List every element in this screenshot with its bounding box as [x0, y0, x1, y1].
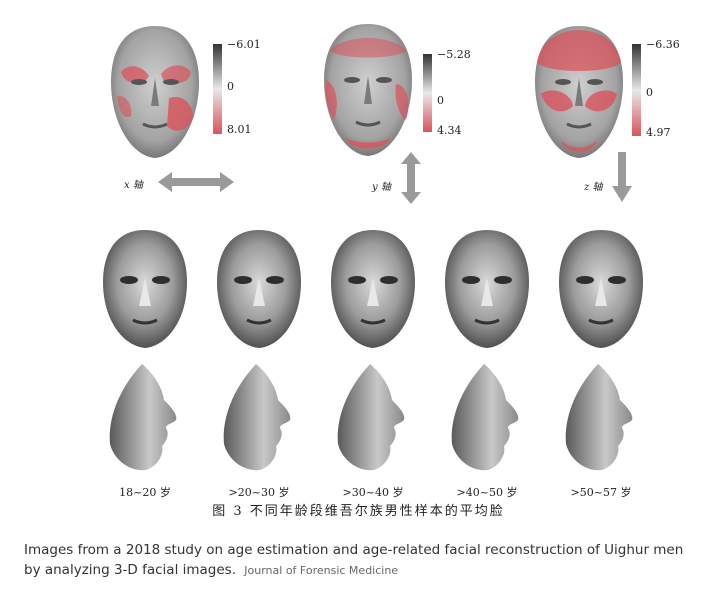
profile-face-30-40 [337, 364, 405, 471]
color-scale-bar [632, 44, 641, 136]
profile-face-20-30 [223, 364, 291, 471]
scale-mid-label: 0 [227, 80, 234, 93]
age-label: >20~30 岁 [228, 486, 290, 499]
caption-source: Journal of Forensic Medicine [244, 564, 399, 577]
average-face-40-50 [445, 230, 529, 348]
average-face-50-57 [559, 230, 643, 348]
heatmap-face-z [535, 26, 623, 158]
age-label: >40~50 岁 [456, 486, 518, 499]
axis-label-z: z 轴 [584, 182, 603, 193]
average-face-30-40 [331, 230, 415, 348]
age-label: >50~57 岁 [570, 486, 632, 499]
average-face-20-30 [217, 230, 301, 348]
scale-max-label: −6.01 [227, 38, 261, 51]
heatmap-face-y [324, 24, 412, 156]
scale-min-label: 4.97 [646, 126, 671, 139]
profile-face-40-50 [451, 364, 519, 471]
caption-text: Images from a 2018 study on age estimati… [24, 542, 684, 578]
scale-mid-label: 0 [437, 94, 444, 107]
age-label: 18~20 岁 [119, 486, 171, 499]
color-scale-bar [423, 54, 432, 132]
axis-label-y: y 轴 [372, 182, 391, 193]
scale-min-label: 4.34 [437, 124, 462, 137]
color-scale-bar [213, 44, 222, 134]
profile-face-18-20 [109, 364, 177, 471]
double-arrow-horizontal-icon [158, 172, 234, 192]
image-caption: Images from a 2018 study on age estimati… [24, 540, 694, 581]
average-face-18-20 [103, 230, 187, 348]
scale-min-label: 8.01 [227, 123, 252, 136]
heatmap-face-x [111, 26, 199, 158]
scale-max-label: −6.36 [646, 38, 680, 51]
scale-mid-label: 0 [646, 86, 653, 99]
age-label: >30~40 岁 [342, 486, 404, 499]
arrow-down-icon [612, 152, 632, 202]
scale-max-label: −5.28 [437, 48, 471, 61]
figure-caption: 图 3 不同年龄段维吾尔族男性样本的平均脸 [212, 504, 505, 519]
double-arrow-vertical-icon [401, 152, 421, 204]
axis-label-x: x 轴 [124, 180, 143, 191]
profile-face-50-57 [565, 364, 633, 471]
